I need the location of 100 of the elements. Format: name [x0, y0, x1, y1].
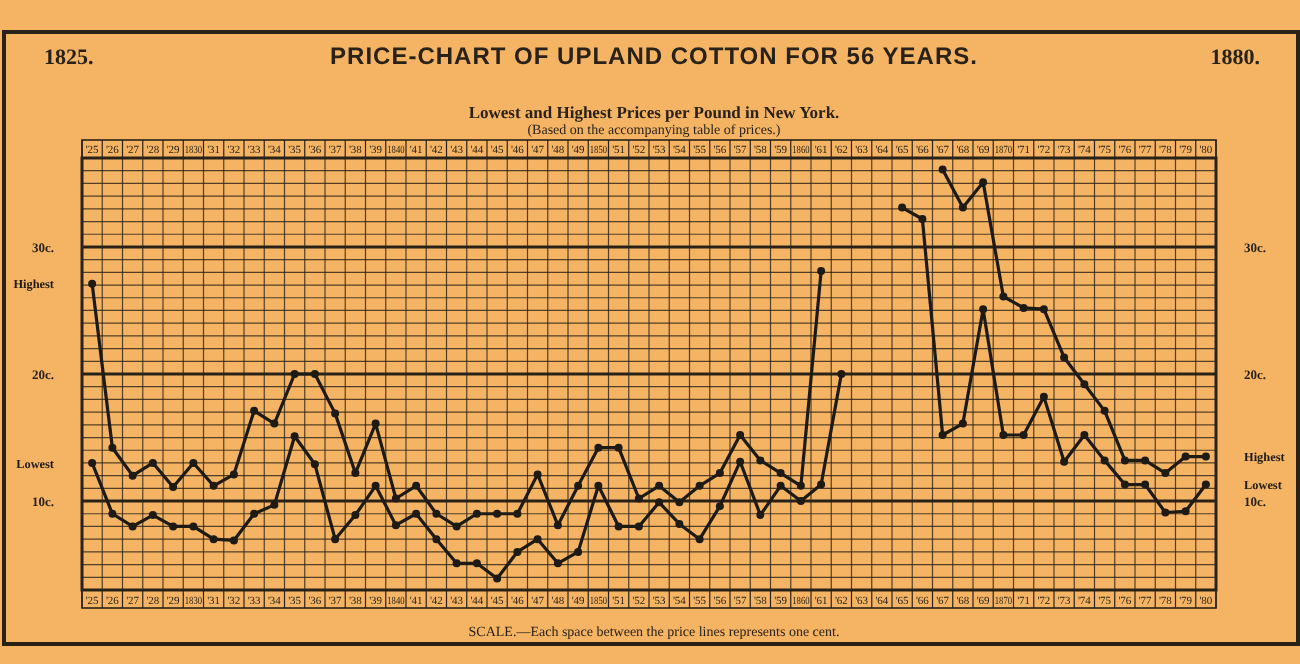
point: [796, 481, 805, 490]
point: [432, 535, 441, 544]
point: [331, 409, 340, 418]
point: [1120, 480, 1129, 489]
point: [574, 547, 583, 556]
point: [1039, 305, 1048, 314]
point: [776, 481, 785, 490]
point: [918, 214, 927, 223]
point: [958, 203, 967, 212]
point: [736, 430, 745, 439]
point: [1201, 480, 1210, 489]
point: [493, 509, 502, 518]
point: [432, 509, 441, 518]
point: [695, 481, 704, 490]
point: [1080, 430, 1089, 439]
point: [452, 559, 461, 568]
point: [472, 509, 481, 518]
point: [493, 574, 502, 583]
point: [675, 498, 684, 507]
point: [817, 480, 826, 489]
point: [270, 419, 279, 428]
point: [1201, 452, 1210, 461]
point: [938, 165, 947, 174]
point: [655, 481, 664, 490]
point: [88, 458, 97, 467]
point: [1120, 456, 1129, 465]
point: [331, 535, 340, 544]
point: [108, 443, 117, 452]
point: [614, 522, 623, 531]
point: [1141, 456, 1150, 465]
point: [290, 432, 299, 441]
point: [1019, 303, 1028, 312]
point: [958, 419, 967, 428]
point: [310, 460, 319, 469]
point: [1161, 508, 1170, 517]
point: [695, 535, 704, 544]
point: [675, 519, 684, 528]
point: [371, 419, 380, 428]
point: [533, 470, 542, 479]
text: 1880.: [1210, 46, 1261, 70]
point: [776, 469, 785, 478]
point: [634, 494, 643, 503]
point: [594, 481, 603, 490]
point: [553, 559, 562, 568]
point: [817, 267, 826, 276]
point: [1019, 430, 1028, 439]
point: [189, 522, 198, 531]
point: [250, 509, 259, 518]
point: [594, 443, 603, 452]
point: [898, 203, 907, 212]
point: [452, 522, 461, 531]
point: [189, 458, 198, 467]
point: [655, 498, 664, 507]
point: [979, 305, 988, 314]
point: [169, 483, 178, 492]
point: [108, 509, 117, 518]
point: [533, 535, 542, 544]
point: [148, 458, 157, 467]
point: [938, 430, 947, 439]
point: [756, 456, 765, 465]
point: [1181, 507, 1190, 516]
point: [634, 522, 643, 531]
point: [472, 559, 481, 568]
point: [351, 469, 360, 478]
point: [1080, 380, 1089, 389]
point: [736, 457, 745, 466]
point: [229, 470, 238, 479]
point: [715, 502, 724, 511]
point: [229, 536, 238, 545]
point: [999, 292, 1008, 301]
point: [128, 522, 137, 531]
point: [169, 522, 178, 531]
point: [391, 521, 400, 530]
point: [148, 511, 157, 520]
point: [979, 178, 988, 187]
point: [1039, 392, 1048, 401]
point: [513, 547, 522, 556]
point: [1060, 457, 1069, 466]
point: [412, 509, 421, 518]
point: [999, 430, 1008, 439]
point: [1181, 452, 1190, 461]
point: [412, 481, 421, 490]
point: [756, 511, 765, 520]
text: 1825.: [44, 46, 94, 70]
point: [351, 511, 360, 520]
point: [250, 406, 259, 415]
point: [1161, 469, 1170, 478]
point: [290, 370, 299, 378]
point: [553, 521, 562, 530]
point: [796, 497, 805, 506]
chart-title: PRICE-CHART OF UPLAND COTTON FOR 56 YEARS.: [330, 42, 978, 70]
point: [310, 370, 319, 378]
point: [513, 509, 522, 518]
chart-subtitle: Lowest and Highest Prices per Pound in New York.: [468, 102, 840, 122]
point: [614, 443, 623, 452]
point: [1060, 353, 1069, 362]
point: [391, 494, 400, 503]
point: [574, 481, 583, 490]
point: [270, 500, 279, 509]
point: [128, 471, 137, 480]
